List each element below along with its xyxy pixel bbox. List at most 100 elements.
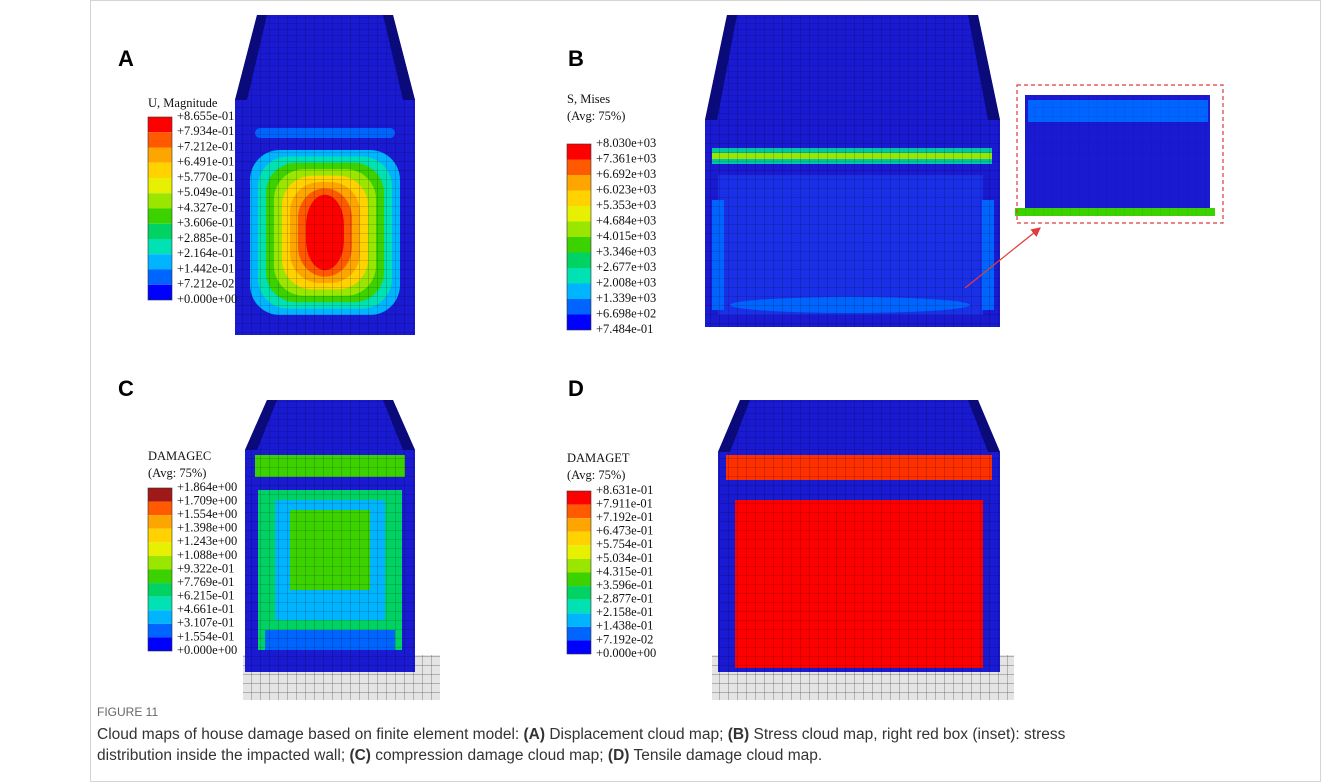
caption-text: (C) bbox=[349, 747, 371, 764]
legend-color bbox=[567, 599, 591, 614]
legend-color bbox=[567, 504, 591, 519]
legend-value: +4.684e+03 bbox=[596, 213, 656, 227]
legend-value: +4.315e-01 bbox=[596, 564, 653, 578]
legend-color bbox=[148, 208, 172, 224]
inset-arrow bbox=[964, 227, 1041, 289]
legend-color bbox=[148, 117, 172, 133]
legend-value: +3.606e-01 bbox=[177, 216, 234, 230]
caption-text: Displacement cloud map; bbox=[545, 726, 728, 743]
legend-value: +7.769e-01 bbox=[177, 575, 234, 589]
legend-value: +7.911e-01 bbox=[596, 496, 653, 510]
legend-title: (Avg: 75%) bbox=[567, 468, 625, 482]
legend-value: +7.934e-01 bbox=[177, 124, 234, 138]
panel-label: D bbox=[568, 376, 584, 401]
legend-value: +7.192e-02 bbox=[596, 632, 653, 646]
legend-color bbox=[567, 491, 591, 505]
legend-color bbox=[148, 637, 172, 651]
legend-value: +4.015e+03 bbox=[596, 229, 656, 243]
legend-color bbox=[148, 501, 172, 516]
legend-color bbox=[567, 558, 591, 573]
legend-value: +8.631e-01 bbox=[596, 483, 653, 497]
legend-color bbox=[567, 545, 591, 559]
legend-value: +2.677e+03 bbox=[596, 260, 656, 274]
model-edge bbox=[718, 400, 750, 452]
legend-value: +4.327e-01 bbox=[177, 200, 234, 214]
legend-value: +1.339e+03 bbox=[596, 291, 656, 305]
fe-model bbox=[245, 400, 415, 672]
legend-value: +6.491e-01 bbox=[177, 155, 234, 169]
inset-mesh bbox=[1025, 95, 1210, 215]
legend-value: +2.164e-01 bbox=[177, 246, 234, 260]
model-edge bbox=[968, 15, 1000, 120]
legend-value: +1.398e+00 bbox=[177, 521, 237, 535]
legend-color bbox=[567, 531, 591, 546]
legend-value: +5.754e-01 bbox=[596, 537, 653, 551]
legend-color bbox=[148, 623, 172, 638]
model-top-mesh bbox=[245, 400, 415, 450]
legend-color bbox=[567, 206, 591, 222]
legend-color bbox=[148, 542, 172, 556]
figure-frame bbox=[90, 0, 1321, 782]
caption-text: Stress cloud map, right red box (inset):… bbox=[749, 726, 1065, 743]
legend-box bbox=[147, 116, 173, 301]
legend-color bbox=[567, 221, 591, 237]
legend-color bbox=[567, 175, 591, 191]
caption-text: (A) bbox=[524, 726, 546, 743]
model-top-mesh bbox=[705, 15, 1000, 120]
caption-text: Tensile damage cloud map. bbox=[629, 747, 822, 764]
legend-value: +0.000e+00 bbox=[596, 646, 656, 660]
legend-color bbox=[148, 596, 172, 611]
legend-color bbox=[567, 159, 591, 175]
legend-value: +7.212e-02 bbox=[177, 277, 234, 291]
legend-value: +0.000e+00 bbox=[177, 643, 237, 657]
model-front-mesh bbox=[718, 452, 1000, 672]
legend-color bbox=[148, 223, 172, 239]
fe-model bbox=[235, 15, 415, 335]
legend-color bbox=[148, 610, 172, 624]
inset-frame bbox=[1016, 84, 1224, 224]
models bbox=[235, 15, 1224, 700]
model-front-mesh bbox=[705, 120, 1000, 327]
legend-color bbox=[148, 178, 172, 194]
legend-box bbox=[566, 143, 592, 331]
legend-color bbox=[567, 626, 591, 641]
legend-value: +3.346e+03 bbox=[596, 244, 656, 258]
panel-label: A bbox=[118, 46, 134, 71]
legend-color bbox=[567, 613, 591, 627]
legend-value: +7.361e+03 bbox=[596, 151, 656, 165]
legend-color bbox=[567, 640, 591, 654]
legend-color bbox=[148, 147, 172, 163]
legend-value: +1.442e-01 bbox=[177, 261, 234, 275]
legend-value: +9.322e-01 bbox=[177, 561, 234, 575]
model-front-mesh bbox=[235, 100, 415, 335]
legend-value: +0.000e+00 bbox=[177, 292, 237, 306]
legend-color bbox=[148, 269, 172, 285]
legend-title: DAMAGET bbox=[567, 451, 630, 465]
legend-value: +8.655e-01 bbox=[177, 109, 234, 123]
legend-box bbox=[566, 490, 592, 655]
legend-color bbox=[148, 193, 172, 209]
model-edge bbox=[245, 400, 277, 450]
legend-value: +6.215e-01 bbox=[177, 589, 234, 603]
panel-label: C bbox=[118, 376, 134, 401]
legend-value: +4.661e-01 bbox=[177, 602, 234, 616]
caption-text: compression damage cloud map; bbox=[371, 747, 608, 764]
model-top-mesh bbox=[718, 400, 1000, 452]
legend-value: +7.212e-01 bbox=[177, 139, 234, 153]
legend-value: +1.864e+00 bbox=[177, 480, 237, 494]
legend-color bbox=[148, 239, 172, 255]
legend-value: +1.554e-01 bbox=[177, 629, 234, 643]
legend-title: S, Mises bbox=[567, 92, 610, 106]
model-edge bbox=[235, 15, 267, 100]
legend-color bbox=[148, 132, 172, 148]
legend-color bbox=[148, 569, 172, 584]
legend-value: +2.877e-01 bbox=[596, 592, 653, 606]
model-top-mesh bbox=[235, 15, 415, 100]
legend-value: +5.353e+03 bbox=[596, 198, 656, 212]
legend-color bbox=[567, 268, 591, 284]
legend-value: +1.554e+00 bbox=[177, 507, 237, 521]
legend-color bbox=[148, 555, 172, 570]
model-edge bbox=[968, 400, 1000, 452]
caption-text: Cloud maps of house damage based on fini… bbox=[97, 726, 524, 743]
